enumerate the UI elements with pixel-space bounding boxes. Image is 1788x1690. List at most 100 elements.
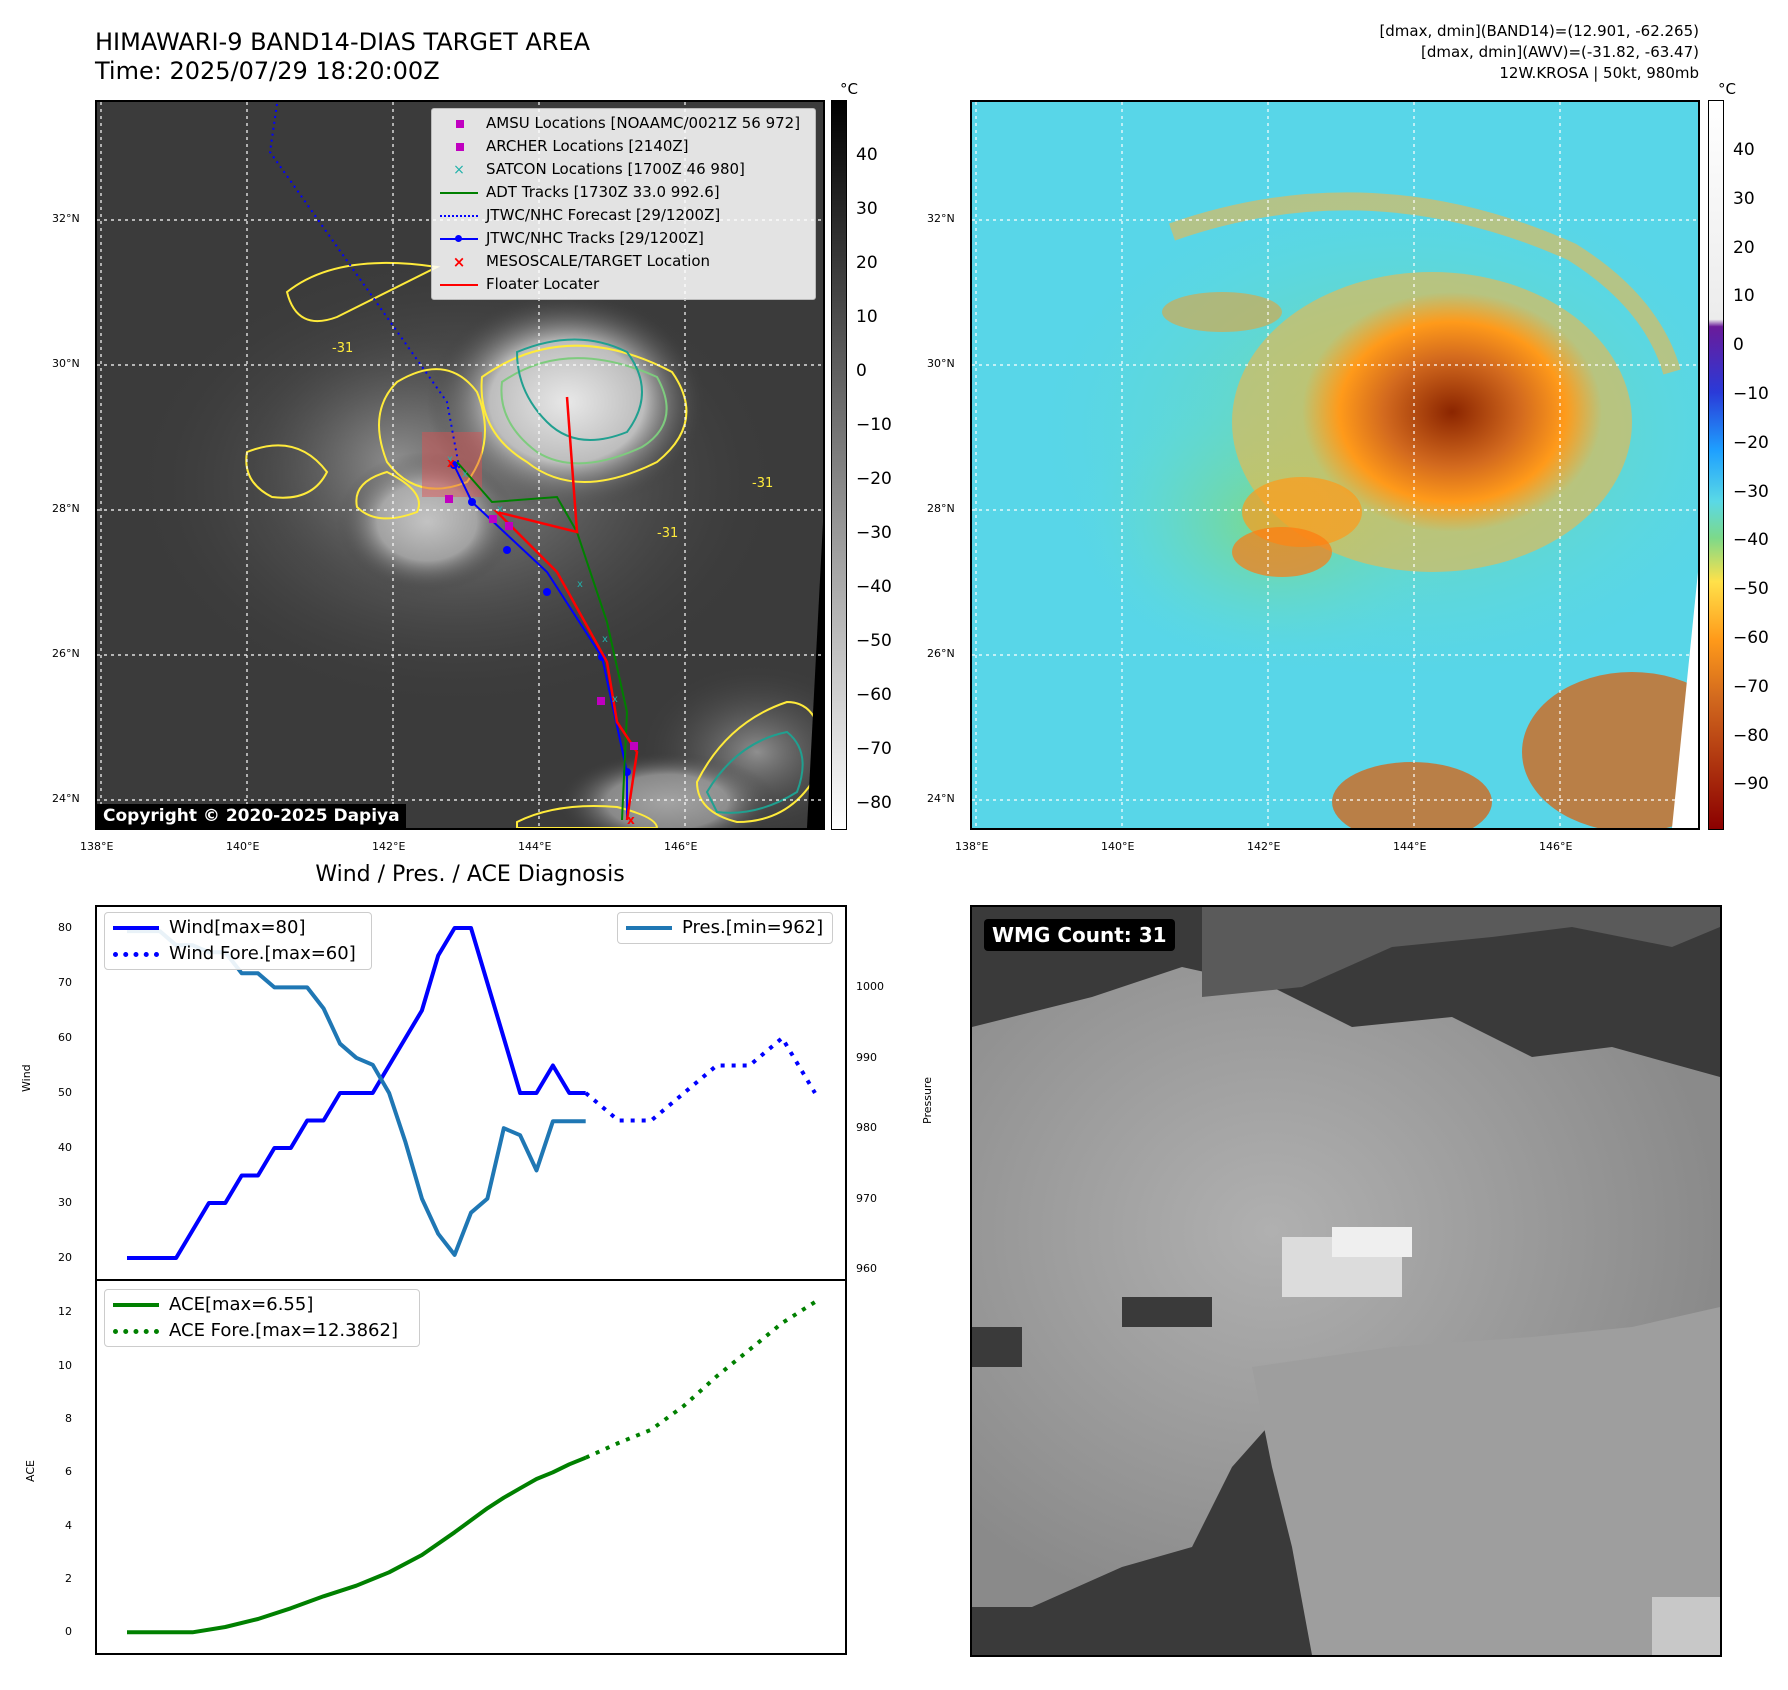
wind-axis-tick: 60 [58, 1031, 72, 1044]
pressure-legend: Pres.[min=962] [617, 912, 833, 944]
wv-lat-30: 30°N [927, 357, 955, 370]
wv-lat-26: 26°N [927, 647, 955, 660]
svg-text:x: x [627, 813, 635, 827]
legend-floater: Floater Locater [440, 273, 807, 296]
wv-colorbar-tick: −20 [1733, 432, 1769, 453]
wv-gridlines [972, 102, 1698, 828]
wv-lon-142: 142°E [1247, 840, 1281, 853]
wv-lat-32: 32°N [927, 212, 955, 225]
ir-colorbar-tick: 20 [856, 253, 878, 273]
wv-lat-24: 24°N [927, 792, 955, 805]
wind-legend: Wind[max=80] Wind Fore.[max=60] [104, 912, 372, 970]
legend-jtwc-forecast: JTWC/NHC Forecast [29/1200Z] [440, 204, 807, 227]
wmg-panel: WMG Count: 31 [970, 905, 1722, 1657]
ace-series-line [127, 1455, 587, 1635]
pressure-axis-tick: 990 [856, 1050, 877, 1064]
ace-axis-tick: 6 [65, 1465, 72, 1479]
wv-map-image [972, 102, 1698, 828]
dmax-band14: [dmax, dmin](BAND14)=(12.901, -62.265) [1379, 22, 1699, 40]
contour-label-2: -31 [657, 526, 678, 541]
ir-lat-26: 26°N [52, 647, 80, 660]
target-location-markers: xx [447, 456, 635, 827]
wind-axis-tick: 70 [58, 976, 72, 989]
ir-lon-142: 142°E [372, 840, 406, 853]
ace-axis-tick: 2 [65, 1572, 72, 1585]
wv-colorbar-tick: −80 [1733, 725, 1769, 746]
wind-series-line [127, 926, 586, 1260]
wv-colorbar-tick: 20 [1733, 237, 1755, 258]
ir-lat-24: 24°N [52, 792, 80, 805]
wv-colorbar-tick: −10 [1733, 384, 1769, 404]
wv-lat-28: 28°N [927, 502, 955, 515]
wmg-count-badge: WMG Count: 31 [984, 919, 1175, 951]
ir-colorbar-tick: −20 [856, 469, 892, 489]
wind-axis-tick: 20 [58, 1251, 72, 1264]
wv-colorbar-tick: 10 [1733, 286, 1755, 307]
ir-colorbar-tick: 30 [856, 199, 878, 219]
storm-info: 12W.KROSA | 50kt, 980mb [1499, 64, 1699, 82]
wind-axis-tick: 80 [58, 921, 72, 934]
contour-label-1: -31 [332, 341, 353, 356]
ir-lat-32: 32°N [52, 212, 80, 225]
pressure-axis-tick: 980 [856, 1121, 877, 1135]
ace-axis-tick: 4 [65, 1518, 72, 1532]
ir-colorbar-tick: 10 [856, 307, 878, 327]
pressure-axis-tick: 1000 [856, 980, 884, 994]
legend-wind: Wind[max=80] [113, 915, 363, 941]
ir-colorbar-tick: −60 [856, 685, 892, 705]
ace-axis-tick: 12 [58, 1305, 72, 1319]
wv-colorbar-tick: −30 [1733, 481, 1769, 502]
ace-axis-tick: 0 [65, 1625, 72, 1639]
wv-colorbar-tick: −50 [1733, 579, 1769, 600]
ir-lon-144: 144°E [518, 840, 552, 853]
wv-colorbar-tick: 0 [1733, 335, 1744, 356]
ir-colorbar-tick: −40 [856, 577, 892, 597]
legend-pressure: Pres.[min=962] [626, 915, 824, 941]
ace-axis-tick: 10 [58, 1358, 72, 1372]
legend-ace: ACE[max=6.55] [113, 1292, 411, 1318]
jtwc-forecast-track [268, 103, 461, 473]
ace-plot [127, 1300, 817, 1635]
wind-axis-tick: 50 [58, 1086, 72, 1099]
time-subtitle: Time: 2025/07/29 18:20:00Z [95, 57, 440, 85]
svg-text:x: x [612, 694, 618, 705]
legend-satcon: × SATCON Locations [1700Z 46 980] [453, 160, 745, 178]
legend-archer: ARCHER Locations [2140Z] [440, 135, 807, 158]
wv-lon-138: 138°E [955, 840, 989, 853]
chart-title: HIMAWARI-9 BAND14-DIAS TARGET AREA [95, 28, 591, 56]
wv-colorbar-tick: −90 [1733, 774, 1769, 795]
copyright-notice: Copyright © 2020-2025 Dapiya [97, 804, 406, 828]
wv-colorbar-tick: −70 [1733, 676, 1769, 697]
wind-axis-tick: 40 [58, 1141, 72, 1154]
legend-adt: ADT Tracks [1730Z 33.0 992.6] [440, 181, 807, 204]
ir-lon-138: 138°E [80, 840, 114, 853]
ace-panel [95, 1279, 847, 1655]
amsu-archer-markers [445, 495, 638, 750]
dmax-awv: [dmax, dmin](AWV)=(-31.82, -63.47) [1420, 43, 1699, 61]
ir-lat-28: 28°N [52, 502, 80, 515]
wv-colorbar-tick: 30 [1733, 188, 1755, 209]
wv-lon-144: 144°E [1393, 840, 1427, 853]
track-legend: AMSU Locations [NOAAMC/0021Z 56 972] ARC… [431, 108, 816, 300]
ir-colorbar-unit: °C [840, 80, 858, 98]
ace-fore--series-line [584, 1300, 817, 1460]
pressure-axis-tick: 960 [856, 1262, 877, 1275]
ir-colorbar-tick: −30 [856, 523, 892, 543]
ace-legend: ACE[max=6.55] ACE Fore.[max=12.3862] [104, 1289, 420, 1347]
wv-map-panel [970, 100, 1700, 830]
wv-colorbar-tick: −40 [1733, 530, 1769, 551]
wv-colorbar [1708, 100, 1724, 830]
svg-text:x: x [462, 469, 468, 480]
ir-colorbar-tick: −10 [856, 415, 892, 435]
legend-amsu: AMSU Locations [NOAAMC/0021Z 56 972] [440, 112, 807, 135]
wind-axis-tick: 30 [58, 1196, 72, 1209]
satcon-markers: xxx xxx [447, 454, 618, 705]
ir-colorbar-tick: 0 [856, 361, 867, 381]
svg-text:x: x [447, 454, 453, 465]
wind-fore--series-line [584, 1036, 817, 1123]
legend-jtwc-tracks: JTWC/NHC Tracks [29/1200Z] [440, 227, 807, 250]
svg-text:x: x [577, 579, 583, 590]
ir-lon-140: 140°E [226, 840, 260, 853]
diagnosis-title: Wind / Pres. / ACE Diagnosis [315, 862, 625, 887]
wv-lon-146: 146°E [1539, 840, 1573, 853]
